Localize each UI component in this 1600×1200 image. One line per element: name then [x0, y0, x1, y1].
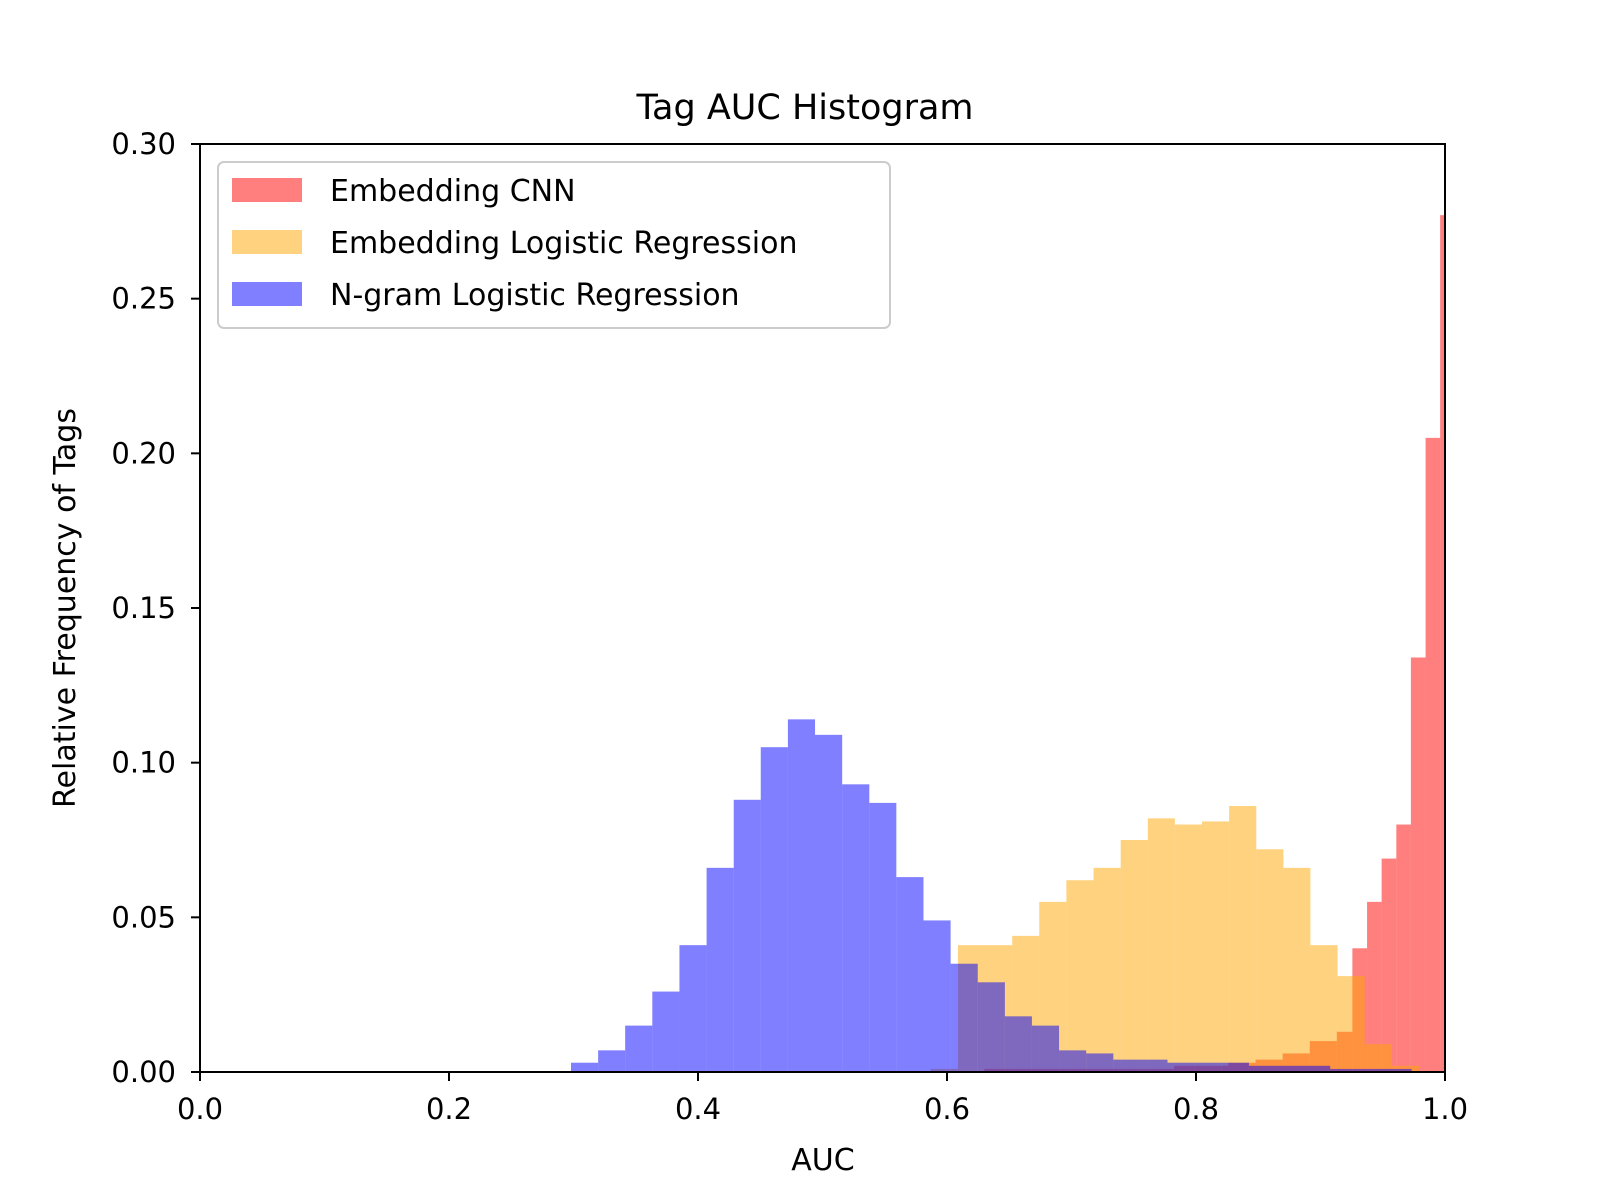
histogram-bar [1337, 976, 1365, 1072]
x-tick-label: 0.8 [1173, 1092, 1219, 1126]
y-tick-label: 0.20 [111, 436, 176, 470]
histogram-bar [598, 1050, 626, 1072]
histogram-bar [950, 963, 978, 1072]
y-tick-label: 0.00 [111, 1055, 176, 1089]
histogram-bar [977, 982, 1005, 1072]
histogram-bar [1357, 1068, 1385, 1072]
y-axis-ticks: 0.00 0.05 0.10 0.15 0.20 0.25 0.30 [111, 127, 200, 1089]
y-tick-label: 0.10 [111, 746, 176, 780]
chart-title: Tag AUC Histogram [635, 88, 973, 128]
legend-label: Embedding CNN [330, 174, 576, 209]
histogram-bar [1303, 1065, 1331, 1072]
y-axis-label: Relative Frequency of Tags [48, 408, 83, 808]
x-tick-label: 0.2 [426, 1092, 472, 1126]
histogram-bar [760, 747, 788, 1072]
histogram-bar [1440, 215, 1445, 1072]
legend-box [217, 161, 891, 329]
series-3-bars [571, 719, 1412, 1072]
histogram-bar [787, 719, 816, 1072]
histogram-bar [1140, 1059, 1168, 1072]
histogram-bar [1201, 821, 1230, 1072]
legend: Embedding CNN Embedding Logistic Regressi… [217, 161, 891, 329]
histogram-bar [896, 877, 924, 1072]
histogram-bar [1004, 1016, 1032, 1072]
legend-swatch [232, 230, 302, 254]
histogram-bar [1194, 1062, 1222, 1072]
histogram-bar [571, 1062, 599, 1072]
legend-label: Embedding Logistic Regression [330, 226, 797, 261]
histogram-bar [1425, 437, 1441, 1072]
histogram-bar [1396, 824, 1411, 1072]
histogram-bar [815, 734, 843, 1072]
x-axis-ticks: 0.0 0.2 0.4 0.6 0.8 1.0 [177, 1072, 1468, 1126]
histogram-bar [1059, 1050, 1087, 1072]
histogram-bar [652, 991, 680, 1072]
histogram-bar [1093, 867, 1121, 1072]
x-tick-label: 0.6 [924, 1092, 970, 1126]
histogram-bar [1066, 880, 1094, 1072]
histogram-bar [1283, 867, 1311, 1072]
y-tick-label: 0.15 [111, 591, 176, 625]
y-tick-label: 0.05 [111, 900, 176, 934]
histogram-bar [1410, 657, 1426, 1072]
histogram-bar [1256, 849, 1284, 1072]
histogram-bar [625, 1025, 653, 1072]
y-tick-label: 0.25 [111, 282, 176, 316]
x-tick-label: 0.0 [177, 1092, 223, 1126]
x-tick-label: 0.4 [675, 1092, 721, 1126]
histogram-bars [571, 215, 1445, 1072]
legend-label: N-gram Logistic Regression [330, 278, 740, 313]
histogram-bar [923, 920, 951, 1072]
histogram-bar [1120, 840, 1148, 1072]
x-tick-label: 1.0 [1422, 1092, 1468, 1126]
histogram-bar [1367, 901, 1382, 1072]
x-axis-label: AUC [791, 1143, 854, 1178]
histogram-bar [1147, 818, 1175, 1072]
legend-swatch [232, 282, 302, 306]
histogram-bar [1113, 1059, 1141, 1072]
y-tick-label: 0.30 [111, 127, 176, 161]
histogram-bar [1381, 858, 1397, 1072]
histogram-bar [1384, 1068, 1412, 1072]
histogram-bar [1364, 1044, 1392, 1072]
histogram-bar [1310, 945, 1338, 1072]
histogram-bar [1167, 1062, 1195, 1072]
legend-swatch [232, 178, 302, 202]
histogram-bar [706, 867, 734, 1072]
histogram-bar [842, 784, 870, 1072]
histogram-bar [1330, 1068, 1358, 1072]
histogram-bar [679, 945, 707, 1072]
histogram-bar [1276, 1065, 1304, 1072]
histogram-bar [1248, 1065, 1277, 1072]
histogram-bar [1391, 1065, 1419, 1072]
histogram-bar [1174, 824, 1202, 1072]
histogram-bar [869, 802, 897, 1072]
histogram-bar [1221, 1062, 1249, 1072]
histogram-bar [1086, 1053, 1114, 1072]
histogram-bar [733, 799, 761, 1072]
histogram-bar [1229, 805, 1257, 1072]
histogram-bar [1031, 1025, 1060, 1072]
